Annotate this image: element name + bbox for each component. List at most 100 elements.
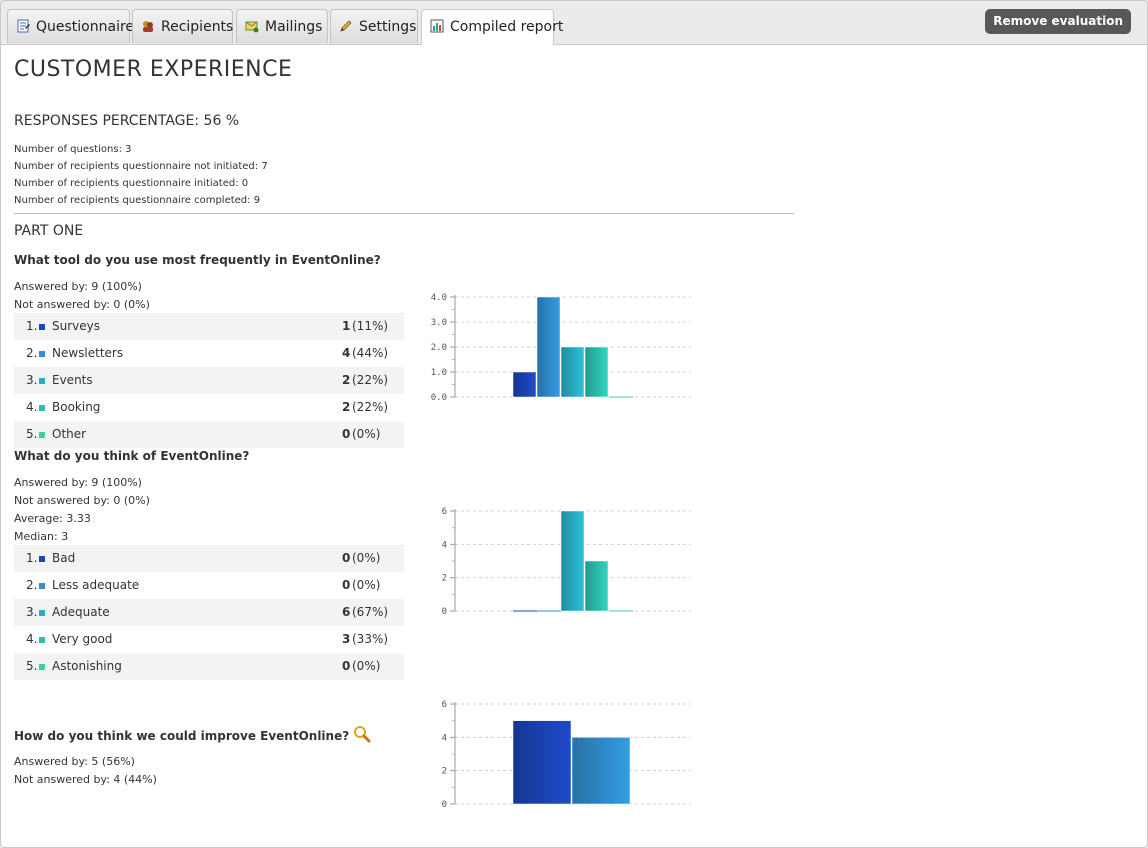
legend-swatch xyxy=(39,378,45,384)
list-item: 2. Newsletters 4 (44%) xyxy=(14,340,404,367)
not-answered-by: Not answered by: 4 (44%) xyxy=(14,773,157,786)
option-count: 2 xyxy=(342,373,351,387)
option-percent: (0%) xyxy=(352,427,381,441)
tick-label: 3.0 xyxy=(431,318,447,328)
option-count: 3 xyxy=(342,632,351,646)
median: Median: 3 xyxy=(14,530,69,543)
tick-label: 1.0 xyxy=(431,368,447,378)
list-item: 3. Adequate 6 (67%) xyxy=(14,599,404,626)
tab-label: Settings xyxy=(359,19,417,35)
tab-bar: Questionnaire Recipients Mailings Settin… xyxy=(1,1,1147,45)
remove-evaluation-button[interactable]: Remove evaluation xyxy=(985,9,1131,34)
average: Average: 3.33 xyxy=(14,512,91,525)
option-label: Very good xyxy=(52,632,113,646)
answered-by: Answered by: 9 (100%) xyxy=(14,476,142,489)
list-item: 1. Surveys 1 (11%) xyxy=(14,313,404,340)
option-number: 2. xyxy=(26,578,38,592)
legend-swatch xyxy=(39,583,45,589)
option-number: 3. xyxy=(26,605,38,619)
magnifier-icon[interactable] xyxy=(353,725,371,746)
option-count: 6 xyxy=(342,605,351,619)
tick-label: 6 xyxy=(442,507,447,517)
option-count: 0 xyxy=(342,659,351,673)
option-percent: (67%) xyxy=(352,605,389,619)
tab-settings[interactable]: Settings xyxy=(330,9,418,43)
legend-swatch xyxy=(39,351,45,357)
option-count: 0 xyxy=(342,427,351,441)
option-label: Astonishing xyxy=(52,659,122,673)
list-item: 3. Events 2 (22%) xyxy=(14,367,404,394)
bar-chart-tools: 0.0 1.0 2.0 3.0 4.0 xyxy=(431,293,691,403)
tab-label: Mailings xyxy=(265,19,323,35)
divider xyxy=(14,213,794,214)
list-item: 4. Booking 2 (22%) xyxy=(14,394,404,421)
option-count: 0 xyxy=(342,551,351,565)
option-label: Surveys xyxy=(52,319,100,333)
page-title: CUSTOMER EXPERIENCE xyxy=(14,57,293,82)
legend-swatch xyxy=(39,610,45,616)
mailings-icon xyxy=(245,12,259,33)
responses-percentage: RESPONSES PERCENTAGE: 56 % xyxy=(14,113,240,129)
tab-questionnaire[interactable]: Questionnaire xyxy=(7,9,134,43)
option-number: 3. xyxy=(26,373,38,387)
option-percent: (44%) xyxy=(352,346,389,360)
option-number: 5. xyxy=(26,659,38,673)
option-count: 2 xyxy=(342,400,351,414)
chart-bar xyxy=(536,296,561,398)
option-number: 4. xyxy=(26,400,38,414)
tick-label: 4.0 xyxy=(431,293,447,303)
stat-questions: Number of questions: 3 xyxy=(14,144,132,155)
bar-chart-opinion: 0 2 4 6 xyxy=(442,507,691,617)
list-item: 5. Astonishing 0 (0%) xyxy=(14,653,404,680)
tab-compiled-report[interactable]: Compiled report xyxy=(421,9,563,45)
legend-swatch xyxy=(39,324,45,330)
legend-swatch xyxy=(39,664,45,670)
chart-bar xyxy=(584,346,609,398)
bar-chart-answered: 0 2 4 6 xyxy=(442,700,691,810)
list-item: 1. Bad 0 (0%) xyxy=(14,545,404,572)
not-answered-by: Not answered by: 0 (0%) xyxy=(14,494,150,507)
list-item: 2. Less adequate 0 (0%) xyxy=(14,572,404,599)
stat-not-initiated: Number of recipients questionnaire not i… xyxy=(14,161,268,172)
option-number: 1. xyxy=(26,551,38,565)
legend-swatch xyxy=(39,637,45,643)
not-answered-by: Not answered by: 0 (0%) xyxy=(14,298,150,311)
option-count: 1 xyxy=(342,319,351,333)
option-number: 2. xyxy=(26,346,38,360)
option-percent: (11%) xyxy=(352,319,389,333)
legend-swatch xyxy=(39,432,45,438)
tab-label: Recipients xyxy=(161,19,234,35)
option-label: Adequate xyxy=(52,605,110,619)
tab-recipients[interactable]: Recipients xyxy=(132,9,233,43)
option-percent: (0%) xyxy=(352,551,381,565)
option-label: Newsletters xyxy=(52,346,124,360)
recipients-icon xyxy=(141,12,155,32)
chart-bar xyxy=(571,737,631,805)
option-label: Other xyxy=(52,427,87,441)
chart-bar xyxy=(512,720,572,805)
tick-label: 0 xyxy=(442,800,447,810)
chart-bar xyxy=(560,510,585,612)
chart-bar xyxy=(584,560,609,612)
tab-mailings[interactable]: Mailings xyxy=(236,9,328,43)
option-percent: (33%) xyxy=(352,632,389,646)
option-label: Booking xyxy=(52,400,101,414)
tick-label: 2.0 xyxy=(431,343,447,353)
tick-label: 4 xyxy=(442,540,447,550)
option-label: Bad xyxy=(52,551,76,565)
question-title: What do you think of EventOnline? xyxy=(14,449,250,463)
tick-label: 2 xyxy=(442,574,447,584)
stat-completed: Number of recipients questionnaire compl… xyxy=(14,195,261,206)
list-item: 5. Other 0 (0%) xyxy=(14,421,404,448)
report-icon xyxy=(430,12,444,33)
option-count: 0 xyxy=(342,578,351,592)
answered-by: Answered by: 9 (100%) xyxy=(14,280,142,293)
option-percent: (22%) xyxy=(352,373,389,387)
option-percent: (22%) xyxy=(352,400,389,414)
option-number: 5. xyxy=(26,427,38,441)
questionnaire-icon xyxy=(16,12,30,33)
question-title: How do you think we could improve EventO… xyxy=(14,725,371,746)
tick-label: 4 xyxy=(442,733,447,743)
option-count: 4 xyxy=(342,346,351,360)
option-percent: (0%) xyxy=(352,659,381,673)
